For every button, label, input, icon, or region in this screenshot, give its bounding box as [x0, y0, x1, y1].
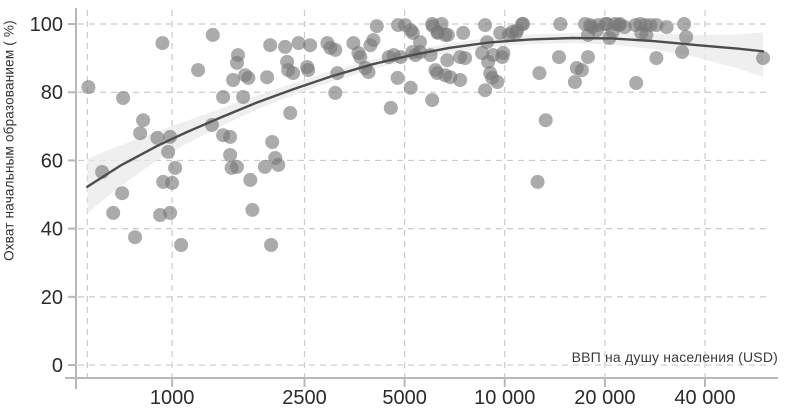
scatter-point [413, 35, 427, 50]
scatter-point [263, 38, 278, 53]
scatter-point [403, 80, 418, 95]
scatter-point [361, 65, 376, 80]
scatter-point [150, 130, 165, 145]
scatter-point [161, 144, 176, 159]
scatter-point [369, 19, 384, 34]
scatter-point [390, 70, 405, 85]
scatter-point [496, 46, 511, 60]
scatter-point [236, 90, 251, 104]
confidence-band [87, 32, 764, 214]
scatter-point [567, 75, 582, 89]
scatter-point [271, 157, 286, 172]
scatter-point [106, 205, 121, 220]
scatter-point [243, 172, 258, 187]
y-axis-title: Охват начальным образованием ( %) [1, 20, 17, 261]
scatter-point [303, 38, 318, 53]
scatter-point [205, 27, 220, 42]
scatter-point [223, 129, 238, 144]
scatter-point [552, 50, 566, 65]
scatter-point [264, 238, 279, 252]
scatter-point [328, 85, 343, 100]
scatter-point [163, 205, 178, 220]
scatter-point [168, 160, 183, 175]
y-tick-label: 20 [41, 287, 63, 309]
scatter-point [383, 100, 398, 115]
x-tick-label: 1000 [150, 387, 195, 409]
scatter-point [425, 93, 440, 108]
scatter-point [617, 20, 632, 35]
scatter-point [649, 51, 664, 66]
scatter-point [675, 45, 690, 59]
scatter-point [116, 91, 131, 105]
scatter-point [756, 51, 771, 66]
scatter-point [679, 30, 694, 44]
trend-line [86, 36, 765, 188]
scatter-point [133, 126, 148, 141]
scatter-point [216, 90, 231, 104]
scatter-point [174, 238, 189, 252]
y-tick-label: 0 [52, 355, 63, 377]
scatter-point [516, 17, 530, 31]
scatter-point [478, 83, 493, 98]
scatter-point [245, 202, 260, 217]
y-tick-label: 100 [30, 14, 63, 36]
scatter-point [283, 106, 298, 120]
scatter-point [677, 17, 692, 31]
scatter-point [223, 148, 238, 162]
scatter-point [532, 66, 547, 81]
x-tick-label: 10 000 [474, 387, 535, 409]
scatter-point [260, 70, 275, 85]
scatter-point [490, 75, 505, 89]
scatter-point [530, 174, 545, 189]
scatter-point [456, 25, 471, 40]
scatter-point [115, 186, 130, 201]
x-tick-label: 20 000 [574, 387, 635, 409]
scatter-point [191, 63, 206, 78]
x-tick-label: 5000 [382, 387, 427, 409]
scatter-point [265, 135, 280, 149]
scatter-point [286, 66, 301, 81]
scatter-point [434, 17, 449, 31]
scatter-point [241, 70, 256, 85]
scatter-point [301, 63, 316, 78]
scatter-point [478, 18, 493, 33]
scatter-point [230, 159, 244, 174]
scatter-point [629, 76, 644, 90]
scatter-point [128, 230, 143, 245]
scatter-point [231, 48, 245, 63]
scatter-point [155, 36, 170, 51]
scatter-point [257, 159, 272, 174]
y-tick-label: 80 [41, 82, 63, 104]
scatter-point [165, 175, 180, 190]
scatter-point [553, 17, 568, 31]
x-tick-label: 40 000 [674, 387, 735, 409]
scatter-point [136, 113, 151, 128]
scatter-point [328, 42, 343, 57]
scatter-point [366, 33, 381, 48]
scatter-point [81, 80, 96, 95]
scatter-point [291, 36, 306, 51]
scatter-point [453, 73, 468, 87]
scatter-point [574, 63, 589, 78]
scatter-point [581, 50, 595, 65]
y-tick-label: 40 [41, 219, 63, 241]
scatter-point [440, 27, 455, 42]
scatter-point [440, 53, 455, 68]
scatter-point [538, 113, 553, 128]
y-tick-label: 60 [41, 150, 63, 172]
x-tick-label: 2500 [282, 387, 327, 409]
scatter-point [278, 39, 293, 54]
scatter-point [226, 73, 241, 87]
scatter-point [353, 50, 368, 65]
x-axis-title: ВВП на душу населения (USD) [571, 349, 778, 365]
scatter-point [458, 51, 473, 66]
scatter-point [413, 45, 427, 59]
scatter-point [659, 20, 674, 35]
